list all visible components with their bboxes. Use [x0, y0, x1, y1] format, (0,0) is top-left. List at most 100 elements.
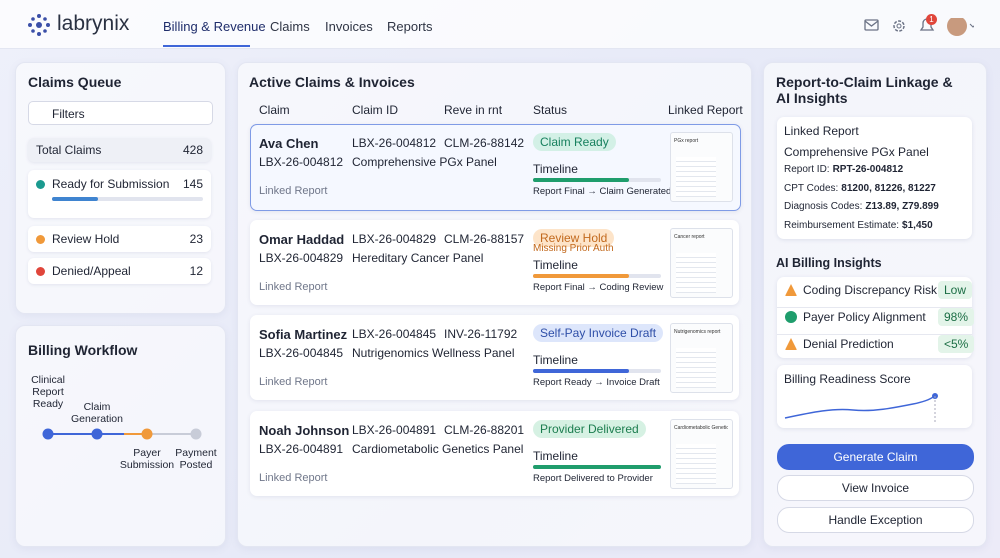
- panel-title: Report-to-Claim Linkage & AI Insights: [776, 74, 953, 106]
- status-pill: Provider Delivered: [533, 419, 646, 438]
- nav-item[interactable]: Claims: [270, 19, 310, 34]
- score-card: [777, 365, 972, 428]
- status-dot: [36, 180, 45, 189]
- panel-name: Cardiometabolic Genetics Panel: [352, 441, 524, 456]
- thumb-title: Nutrigenomics report: [674, 329, 721, 335]
- linked-label: Linked Report: [259, 471, 328, 484]
- panel-title: Billing Workflow: [28, 342, 138, 358]
- field-label: CPT Codes:: [784, 182, 839, 194]
- claim-row[interactable]: [250, 219, 739, 305]
- timeline-fill: [533, 273, 629, 278]
- patient-id: LBX-26-004812: [259, 155, 344, 169]
- action-button[interactable]: Generate Claim: [777, 444, 974, 470]
- patient-name: Omar Haddad: [259, 231, 345, 247]
- report-thumb: [670, 132, 733, 202]
- queue-count: 145: [182, 177, 203, 191]
- status-pill: Claim Ready: [533, 133, 616, 151]
- nav-item[interactable]: Invoices: [325, 19, 373, 34]
- queue-item: [28, 258, 211, 284]
- step-label: Payment Posted: [175, 447, 217, 471]
- insight-icon: [785, 311, 797, 323]
- action-button[interactable]: View Invoice: [777, 475, 974, 501]
- queue-count: 23: [189, 232, 203, 246]
- header-icons: [864, 18, 974, 36]
- timeline-label: Timeline: [533, 257, 578, 272]
- status-dot: [36, 267, 45, 276]
- claim-row[interactable]: [250, 410, 739, 496]
- queue-item: [28, 170, 211, 218]
- step-label: Clinical Report Ready: [31, 374, 65, 410]
- insight-label: Coding Discrepancy Risk: [803, 283, 938, 297]
- status-pill: Self-Pay Invoice Draft: [533, 324, 664, 342]
- claim-row[interactable]: [250, 124, 741, 211]
- timeline-label: Timeline: [533, 162, 578, 176]
- patient-id: LBX-26-004845: [259, 346, 344, 360]
- thumb-title: PGx report: [674, 138, 699, 144]
- progress-track: [52, 197, 203, 201]
- column-header: Claim ID: [352, 103, 399, 117]
- report-field: Diagnosis Codes: Z13.89, Z79.899: [784, 201, 939, 212]
- queue-label: Total Claims: [36, 143, 102, 157]
- card-title: Linked Report: [784, 124, 859, 138]
- report-thumb: [670, 418, 733, 489]
- timeline-label: Timeline: [533, 448, 578, 463]
- brand: labrynix: [57, 12, 130, 35]
- field-label: Report ID:: [784, 164, 830, 175]
- field-value: RPT-26-004812: [832, 164, 904, 175]
- insight-badge: 98%: [938, 308, 975, 326]
- nav-item[interactable]: Reports: [387, 19, 433, 34]
- insight-badge: Low: [938, 281, 973, 299]
- queue-count: 428: [182, 143, 203, 157]
- workflow-line: [42, 428, 202, 440]
- queue-item: [28, 138, 211, 162]
- timeline-text: Report Final → Coding Review: [533, 281, 664, 293]
- panel-title: Active Claims & Invoices: [249, 74, 415, 90]
- panel-name: Hereditary Cancer Panel: [352, 250, 484, 265]
- progress-fill: [52, 197, 98, 201]
- score-sparkline: [784, 393, 938, 422]
- insight-badge: <5%: [938, 335, 975, 353]
- top-bar: [0, 0, 1000, 49]
- panel-name: Nutrigenomics Wellness Panel: [352, 346, 515, 360]
- notification-badge: 1: [926, 14, 937, 25]
- timeline-label: Timeline: [533, 353, 578, 367]
- score-title: Billing Readiness Score: [784, 372, 911, 386]
- divider: [777, 307, 972, 308]
- patient-name: Ava Chen: [259, 136, 319, 151]
- patient-id: LBX-26-004829: [259, 250, 344, 265]
- patient-name: Sofia Martinez: [259, 327, 348, 342]
- filter-dropdown[interactable]: [28, 101, 213, 125]
- claim-number: CLM-26-88201: [444, 422, 525, 437]
- status-dot: [36, 235, 45, 244]
- claim-number: CLM-26-88142: [444, 136, 525, 150]
- report-thumb: [670, 323, 733, 393]
- timeline-fill: [533, 178, 629, 182]
- claim-id: LBX-26-004829: [352, 231, 437, 246]
- timeline-text: Report Final → Claim Generated: [533, 186, 672, 197]
- status-pill: Review Hold: [533, 228, 615, 247]
- field-label: Reimbursement Estimate:: [784, 219, 900, 231]
- timeline-text: Report Delivered to Provider: [533, 472, 653, 484]
- queue-item: [28, 226, 211, 252]
- step-label: Payer Submission: [119, 447, 175, 471]
- claim-id: LBX-26-004891: [352, 422, 437, 437]
- field-value: $1,450: [902, 219, 933, 231]
- claim-id: LBX-26-004812: [352, 136, 437, 150]
- action-button[interactable]: Handle Exception: [777, 507, 974, 533]
- field-value: Z13.89, Z79.899: [865, 201, 939, 212]
- timeline-fill: [533, 369, 629, 373]
- nav-item[interactable]: Billing & Revenue: [163, 19, 266, 34]
- divider: [777, 334, 972, 335]
- field-label: Diagnosis Codes:: [784, 201, 863, 212]
- panel-name: Comprehensive PGx Panel: [784, 145, 929, 159]
- insight-label: Denial Prediction: [803, 337, 894, 351]
- column-header: Claim: [259, 103, 290, 117]
- patient-name: Noah Johnson: [259, 422, 350, 438]
- linked-label: Linked Report: [259, 280, 328, 293]
- column-header: Reve in rnt: [444, 103, 503, 117]
- column-header: Linked Report: [668, 103, 743, 117]
- claim-id: LBX-26-004845: [352, 327, 437, 341]
- claim-number: CLM-26-88157: [444, 231, 525, 246]
- column-header: Status: [533, 103, 568, 117]
